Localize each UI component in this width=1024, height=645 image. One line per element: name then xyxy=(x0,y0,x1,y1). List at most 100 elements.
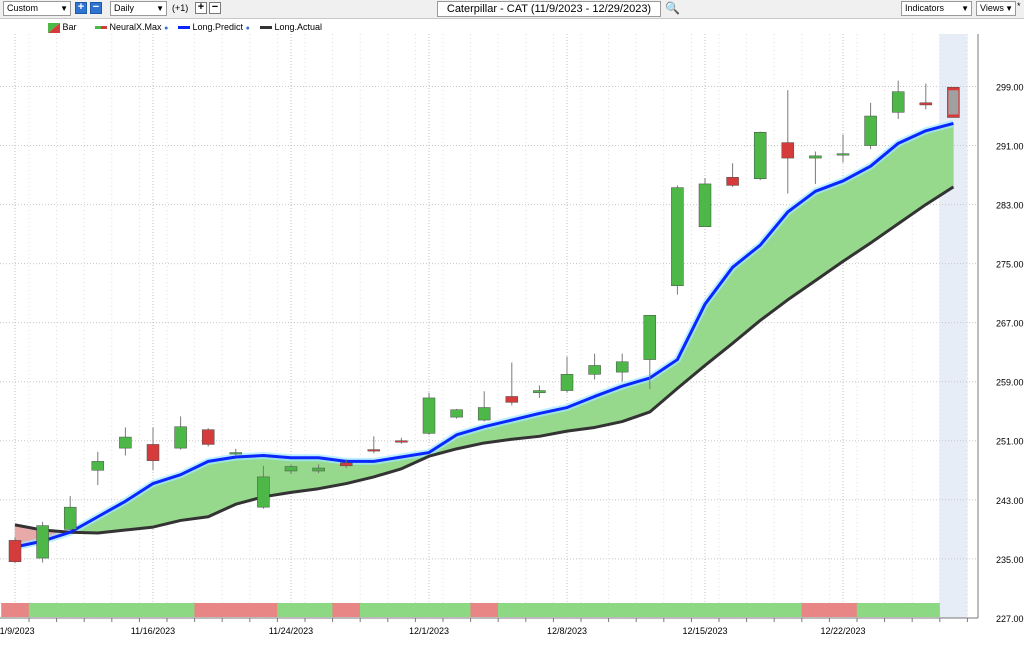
neuralx-band-segment xyxy=(856,603,885,617)
neuralx-band-segment xyxy=(801,603,830,617)
legend-item-bar: Bar xyxy=(48,22,77,33)
fill-region xyxy=(428,434,457,457)
candle xyxy=(781,142,795,159)
candle xyxy=(919,102,933,106)
neuralx-band-segment xyxy=(139,603,168,617)
fill-region xyxy=(345,461,375,484)
candle xyxy=(229,452,243,455)
candle xyxy=(312,467,325,472)
fill-region xyxy=(207,456,237,518)
candle xyxy=(698,183,712,227)
period-dropdown[interactable]: Daily ▼ xyxy=(110,1,167,16)
fill-region xyxy=(42,529,71,542)
add-button[interactable]: + xyxy=(75,2,87,14)
fill-region xyxy=(649,359,678,413)
y-tick-label: 251.00 xyxy=(996,437,1024,447)
legend-label-predict: Long.Predict xyxy=(192,22,244,32)
fill-region xyxy=(373,456,402,478)
views-dropdown[interactable]: Views ▼ xyxy=(976,1,1016,16)
offset-increase-button[interactable]: + xyxy=(195,2,207,14)
more-icon[interactable]: * xyxy=(1017,1,1021,11)
neuralx-band-segment xyxy=(194,603,223,617)
neuralx-band-segment xyxy=(111,603,140,617)
y-tick-label: 243.00 xyxy=(996,496,1024,506)
candle xyxy=(505,396,519,403)
blue-line-icon xyxy=(178,25,190,29)
fill-region xyxy=(511,413,540,440)
black-line-icon xyxy=(260,25,272,29)
fill-region xyxy=(759,211,789,321)
y-tick-label: 267.00 xyxy=(996,319,1024,329)
chevron-down-icon: ▼ xyxy=(1005,4,1013,13)
neuralx-band-segment xyxy=(525,603,554,617)
y-tick-label: 227.00 xyxy=(996,614,1024,624)
y-tick-label: 259.00 xyxy=(996,378,1024,388)
long-actual-line xyxy=(14,185,955,535)
legend-item-predict: Long.Predict ● xyxy=(178,22,250,33)
y-tick-label: 291.00 xyxy=(996,142,1024,152)
fill-region xyxy=(290,457,319,493)
candle xyxy=(146,444,160,461)
neuralx-band-segment xyxy=(1,603,30,617)
fill-region xyxy=(842,165,871,262)
forecast-bar-core xyxy=(948,90,959,115)
candle xyxy=(671,187,684,287)
fill-region xyxy=(14,524,43,548)
fill-region xyxy=(456,426,485,450)
preset-dropdown[interactable]: Custom ▼ xyxy=(3,1,71,16)
views-label: Views xyxy=(980,3,1004,13)
fill-region xyxy=(897,130,927,225)
offset-label: (+1) xyxy=(172,3,189,13)
neuralx-band-segment xyxy=(663,603,692,617)
offset-decrease-button[interactable]: − xyxy=(209,2,221,14)
neuralx-band-segment xyxy=(774,603,802,617)
x-tick-label: 11/16/2023 xyxy=(131,626,175,636)
candle xyxy=(450,409,463,418)
x-tick-label: 12/1/2023 xyxy=(409,626,449,636)
fill-region xyxy=(815,180,844,282)
y-tick-label: 299.00 xyxy=(996,83,1024,93)
fill-region xyxy=(401,452,430,470)
candle xyxy=(891,91,905,113)
candle xyxy=(174,426,187,449)
fill-region xyxy=(97,500,126,534)
neuralx-band-segment xyxy=(636,603,664,617)
candle xyxy=(477,407,491,421)
neuralx-band-segment xyxy=(442,603,471,617)
fill-region xyxy=(235,455,264,505)
legend-label-neuralx: NeuralX.Max xyxy=(109,22,162,32)
neuralx-band-segment xyxy=(580,603,609,617)
x-tick-label: 12/15/2023 xyxy=(682,626,727,636)
candle xyxy=(533,390,546,394)
neuralx-band-segment xyxy=(360,603,388,617)
neuralx-band-segment xyxy=(470,603,499,617)
candle xyxy=(864,115,877,146)
candle xyxy=(339,462,353,467)
chevron-down-icon: ▼ xyxy=(156,4,164,13)
neuralx-band-segment xyxy=(884,603,913,617)
forecast-column xyxy=(939,34,968,618)
candle xyxy=(257,476,270,508)
legend-item-neuralx: NeuralX.Max ● xyxy=(95,22,168,33)
neuralx-band-segment xyxy=(829,603,858,617)
search-icon[interactable]: 🔍 xyxy=(665,1,680,15)
candle xyxy=(119,436,132,449)
candle xyxy=(201,429,215,445)
fill-region xyxy=(704,266,733,366)
candle xyxy=(367,449,381,452)
long-predict-line xyxy=(14,121,954,549)
fill-region xyxy=(263,455,292,498)
legend-label-bar: Bar xyxy=(62,22,77,32)
remove-button[interactable]: − xyxy=(90,2,102,14)
fill-region xyxy=(925,123,954,206)
dot-icon: ● xyxy=(164,25,169,32)
fill-region xyxy=(732,244,761,344)
candle xyxy=(560,374,574,391)
bar-icon xyxy=(48,22,60,33)
chart-title: Caterpillar - CAT (11/9/2023 - 12/29/202… xyxy=(437,1,661,17)
candle xyxy=(753,132,767,179)
fill-region xyxy=(870,142,899,244)
neuralx-band-segment xyxy=(28,603,57,617)
indicators-dropdown[interactable]: Indicators ▼ xyxy=(901,1,972,16)
